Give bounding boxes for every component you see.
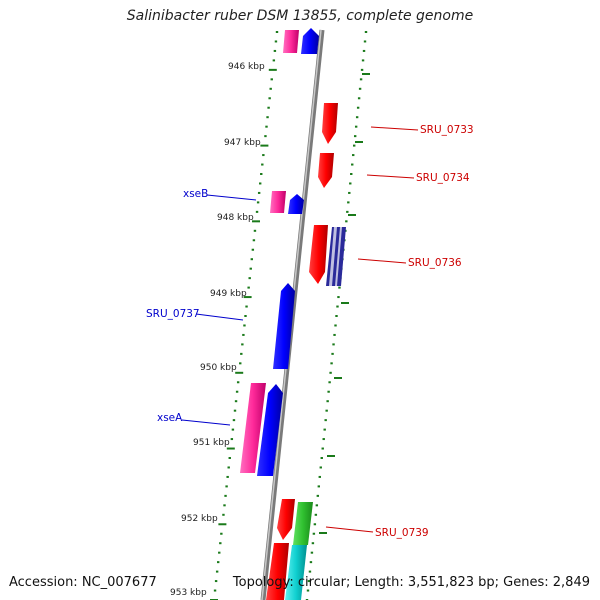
gene-sru0736-striped[interactable] (326, 227, 346, 286)
gene-xseB[interactable] (288, 194, 304, 214)
label-sru0736[interactable]: SRU_0736 (408, 257, 462, 269)
gene-top-blue[interactable] (301, 28, 319, 54)
label-sru0734[interactable]: SRU_0734 (416, 172, 470, 184)
label-sru0733[interactable]: SRU_0733 (420, 124, 474, 136)
gene-xseA[interactable] (257, 384, 283, 476)
label-xseA[interactable]: xseA (157, 412, 183, 424)
reverse-leaders (325, 126, 419, 533)
tick-label-948: 948 kbp (217, 213, 254, 223)
label-sru0737[interactable]: SRU_0737 (146, 308, 200, 320)
label-sru0739[interactable]: SRU_0739 (375, 527, 429, 539)
gene-xseA-pink[interactable] (240, 383, 266, 473)
gene-bottom-cyan[interactable] (285, 545, 307, 600)
outer-track (305, 31, 370, 600)
gene-sru0734[interactable] (318, 153, 334, 188)
forward-leaders (181, 194, 257, 426)
gene-sru0733[interactable] (322, 103, 338, 144)
gene-xseB-pink[interactable] (270, 191, 286, 213)
summary-text: Topology: circular; Length: 3,551,823 bp… (232, 575, 590, 590)
tick-label-947: 947 kbp (224, 138, 261, 148)
map-title: Salinibacter ruber DSM 13855, complete g… (126, 8, 474, 24)
tick-label-950: 950 kbp (200, 363, 237, 373)
accession-text: Accession: NC_007677 (9, 575, 157, 590)
tick-label-952: 952 kbp (181, 514, 218, 524)
gene-top-pink[interactable] (283, 30, 299, 53)
tick-label-953: 953 kbp (170, 588, 207, 598)
label-xseB[interactable]: xseB (183, 188, 208, 200)
inner-track (210, 31, 279, 600)
tick-labels: 946 kbp 947 kbp 948 kbp 949 kbp 950 kbp … (170, 62, 265, 598)
gene-sru0739[interactable] (277, 499, 295, 540)
tick-label-946: 946 kbp (228, 62, 265, 72)
gene-sru0739-green[interactable] (293, 502, 313, 545)
tick-label-949: 949 kbp (210, 289, 247, 299)
tick-label-951: 951 kbp (193, 438, 230, 448)
gene-bottom-red[interactable] (266, 543, 289, 600)
gene-sru0737[interactable] (273, 283, 295, 369)
gene-sru0736[interactable] (309, 225, 328, 284)
